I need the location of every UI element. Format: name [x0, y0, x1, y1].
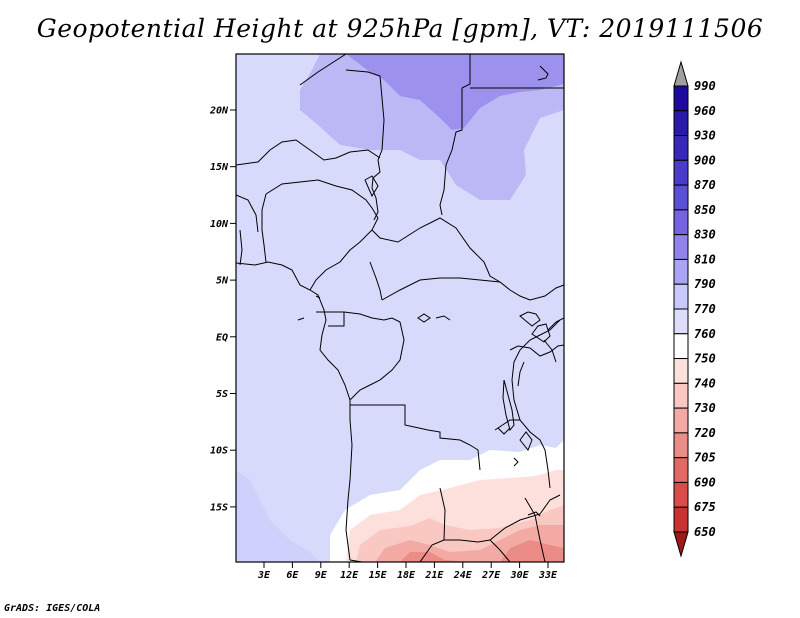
lon-label: 24E [453, 570, 473, 581]
colorbar-segment [673, 308, 689, 335]
colorbar-segment [673, 506, 689, 533]
colorbar-label: 900 [694, 153, 716, 167]
colorbar-segment [673, 184, 689, 211]
colorbar-segment [673, 333, 689, 360]
colorbar-bottom-arrow [673, 531, 689, 558]
lon-label: 30E [510, 570, 530, 581]
colorbar-segment [673, 159, 689, 186]
colorbar-label: 650 [694, 525, 716, 539]
lat-label: 15N [210, 162, 229, 173]
lon-label: 15E [369, 570, 388, 581]
colorbar-top-arrow [673, 60, 689, 87]
lat-label: EQ [216, 332, 228, 343]
colorbar-label: 990 [694, 79, 716, 93]
colorbar-label: 760 [694, 327, 716, 341]
colorbar-label: 810 [694, 252, 716, 266]
lon-label: 3E [257, 570, 271, 581]
colorbar-label: 930 [694, 129, 716, 143]
colorbar-segment [673, 209, 689, 236]
colorbar-label: 790 [694, 277, 716, 291]
lakes [297, 65, 557, 517]
colorbar-label: 690 [694, 475, 716, 489]
colorbar-label: 730 [694, 401, 716, 415]
colorbar-segment [673, 110, 689, 137]
contour-fill-720 [400, 540, 564, 562]
country-borders [236, 54, 564, 562]
colorbar-label: 750 [694, 352, 716, 366]
colorbar-label: 870 [694, 178, 716, 192]
colorbar-label: 720 [694, 426, 716, 440]
contour-fill-790-west [236, 470, 320, 562]
colorbar-segment [673, 85, 689, 112]
lat-label: 5S [216, 389, 228, 400]
colorbar-label: 770 [694, 302, 716, 316]
lon-label: 33E [538, 570, 558, 581]
colorbar-segment [673, 283, 689, 310]
colorbar-segment [673, 432, 689, 459]
colorbar-segment [673, 258, 689, 285]
contour-fill-830 [346, 54, 564, 130]
longitude-axis: 3E 6E 9E 12E 15E 18E 21E 24E 27E 30E 33E [257, 562, 558, 581]
lon-label: 18E [397, 570, 416, 581]
lat-label: 10N [210, 219, 229, 230]
latitude-axis: 20N 15N 10N 5N EQ 5S 10S 15S [209, 106, 236, 513]
colorbar-segment [673, 457, 689, 483]
grads-credit: GrADS: IGES/COLA [4, 603, 101, 614]
lat-label: 15S [210, 502, 228, 513]
colorbar-segment [673, 407, 689, 434]
colorbar-label: 960 [694, 104, 716, 118]
lon-label: 27E [481, 570, 501, 581]
lat-label: 20N [209, 106, 229, 117]
colorbar-segment [673, 481, 689, 508]
lon-label: 9E [315, 570, 328, 581]
lon-label: 6E [286, 570, 299, 581]
colorbar-label: 830 [694, 228, 716, 242]
lat-label: 5N [216, 276, 229, 287]
colorbar-legend: 990 960 930 900 870 850 830 810 790 770 760 750 740 7… [673, 60, 716, 558]
lon-label: 21E [424, 570, 444, 581]
chart-title: Geopotential Height at 925hPa [gpm], VT:… [36, 14, 764, 43]
colorbar-segment [673, 382, 689, 409]
lat-label: 10S [210, 446, 228, 457]
colorbar-segment [673, 135, 689, 161]
lon-label: 12E [340, 570, 359, 581]
map-panel [236, 54, 564, 562]
colorbar-label: 850 [694, 203, 716, 217]
colorbar-label: 675 [694, 500, 716, 514]
colorbar-segment [673, 358, 689, 384]
colorbar-label: 705 [694, 451, 716, 465]
colorbar-label: 740 [694, 376, 716, 390]
map-frame [235, 53, 565, 563]
colorbar-segment [673, 234, 689, 260]
